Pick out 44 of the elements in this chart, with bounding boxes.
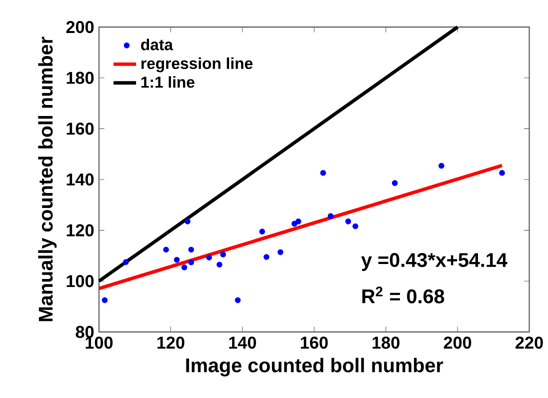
y-tick-label: 180 [66,72,94,84]
point [122,259,129,266]
x-tick-label: 160 [300,336,328,349]
point [102,297,108,304]
point [328,213,334,220]
legend-label: regression line [141,57,253,72]
point [188,246,194,253]
legend-label: 1:1 line [141,76,194,88]
point [392,180,398,186]
point [295,218,302,224]
y-tick-label: 80 [76,326,94,338]
point [320,170,326,176]
point [184,218,190,224]
point [216,262,222,268]
x-tick-label: 220 [516,336,543,349]
legend-label: data [141,38,174,50]
point [278,249,284,256]
x-tick-label: 120 [157,336,184,349]
y-tick-label: 200 [66,21,94,34]
point [352,223,358,230]
point [163,246,169,253]
point [188,259,194,266]
point [345,218,352,224]
x-tick-label: 200 [444,336,472,349]
point [181,264,188,270]
x-tick-label: 140 [229,336,256,349]
x-axis-title: Image counted boll number [186,358,444,376]
point [206,254,212,260]
y-tick-label: 140 [66,173,94,186]
y-tick-label: 160 [66,122,94,135]
point [264,254,270,260]
point [499,170,505,176]
y-axis-title: Manually counted boll number [38,36,57,322]
y-tick-label: 100 [66,275,94,288]
y-tick-label: 120 [66,224,94,236]
x-tick-label: 180 [372,336,400,349]
point [438,162,444,169]
x-tick-label: 100 [86,336,113,349]
point [174,256,180,263]
annotation: y =0.43*x+54.14 [361,253,508,271]
point [259,228,266,235]
point [220,252,226,258]
annotation: R$^{2}$ = 0.68 [362,286,444,304]
point [234,297,241,304]
